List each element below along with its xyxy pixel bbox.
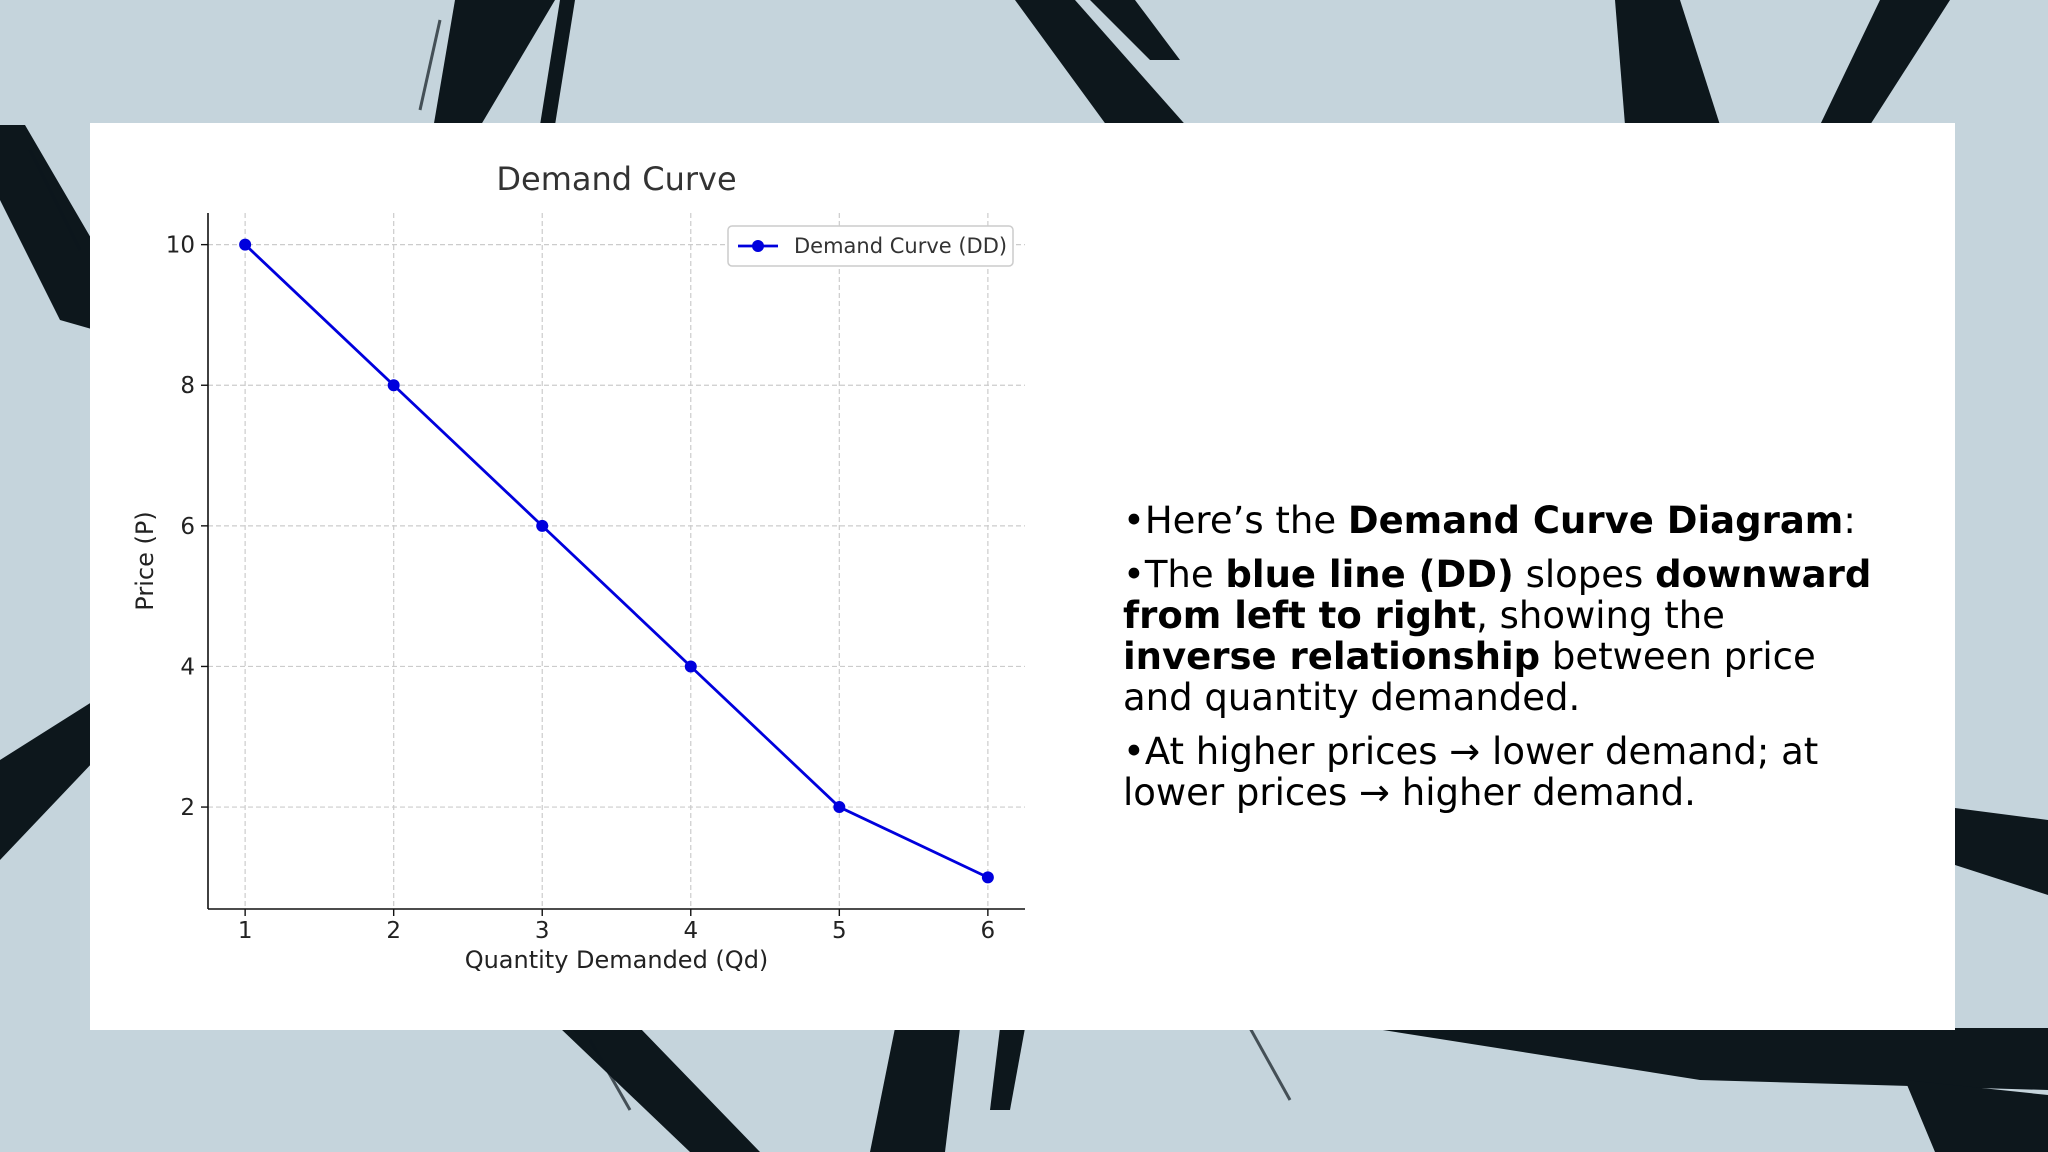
bullet-1: •Here’s the Demand Curve Diagram: bbox=[1123, 500, 1883, 541]
slide-panel: 1 2 3 4 5 6 2 4 6 8 10 Demand Curve Quantity Demande… bbox=[90, 123, 1955, 1030]
bullet-2: •The blue line (DD) slopes downward from… bbox=[1123, 554, 1883, 718]
bullet-symbol: • bbox=[1123, 499, 1145, 542]
data-point bbox=[239, 238, 252, 251]
text-run: At higher prices → lower demand; at lowe… bbox=[1123, 730, 1819, 814]
bullet-3: •At higher prices → lower demand; at low… bbox=[1123, 731, 1883, 813]
y-tick-label: 2 bbox=[180, 795, 195, 821]
y-tick-label: 8 bbox=[180, 373, 195, 399]
legend-marker bbox=[752, 240, 764, 252]
text-run: The bbox=[1144, 553, 1226, 596]
data-point bbox=[387, 379, 400, 392]
x-axis-label: Quantity Demanded (Qd) bbox=[465, 946, 769, 974]
data-point bbox=[536, 519, 549, 532]
data-point bbox=[684, 660, 697, 673]
y-tick-label: 4 bbox=[180, 654, 195, 680]
legend-box bbox=[727, 225, 1014, 267]
bullet-symbol: • bbox=[1123, 730, 1145, 773]
x-tick-label: 5 bbox=[832, 918, 847, 944]
data-point bbox=[833, 801, 846, 814]
bullet-symbol: • bbox=[1123, 553, 1145, 596]
x-tick-label: 6 bbox=[981, 918, 996, 944]
bold-text: blue line (DD) bbox=[1225, 553, 1514, 596]
series-line bbox=[244, 243, 989, 879]
legend-label: Demand Curve (DD) bbox=[794, 234, 1007, 258]
text-run: , showing the bbox=[1476, 594, 1725, 637]
data-point bbox=[981, 871, 994, 884]
text-run: : bbox=[1843, 499, 1856, 542]
x-tick-label: 1 bbox=[238, 918, 253, 944]
y-tick-label: 6 bbox=[180, 514, 195, 540]
text-run: between price and quantity demanded. bbox=[1123, 635, 1816, 719]
y-tick-label: 10 bbox=[166, 233, 195, 259]
text-run: Here’s the bbox=[1144, 499, 1348, 542]
x-tick-label: 3 bbox=[535, 918, 550, 944]
slide-text: •Here’s the Demand Curve Diagram: •The b… bbox=[1123, 500, 1883, 826]
chart-title: Demand Curve bbox=[496, 160, 736, 198]
text-run: slopes bbox=[1513, 553, 1656, 596]
y-axis-label: Price (P) bbox=[131, 511, 159, 610]
x-tick-label: 4 bbox=[683, 918, 698, 944]
bold-text: inverse relationship bbox=[1123, 635, 1541, 678]
bold-text: Demand Curve Diagram bbox=[1347, 499, 1844, 542]
demand-curve-chart: 1 2 3 4 5 6 2 4 6 8 10 Demand Curve Quantity Demande… bbox=[131, 160, 1025, 974]
bold-text: downward from left to right bbox=[1123, 553, 1872, 637]
x-tick-label: 2 bbox=[386, 918, 401, 944]
